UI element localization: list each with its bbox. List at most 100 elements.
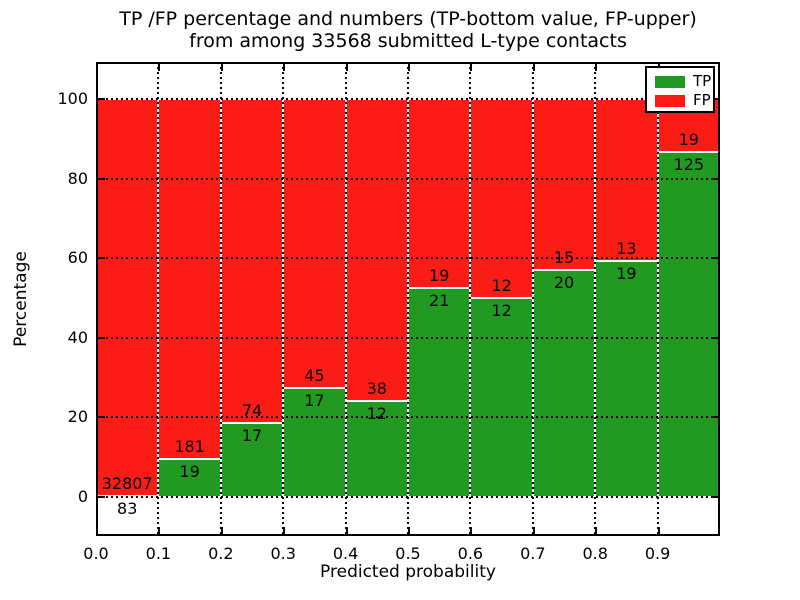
y-tick-mark <box>98 416 105 419</box>
x-tick-label: 0.7 <box>520 544 546 563</box>
x-tick-mark <box>532 527 535 534</box>
x-tick-mark <box>595 527 598 534</box>
y-tick-mark <box>711 496 718 498</box>
fp-bar-segment <box>158 99 221 460</box>
x-tick-mark <box>408 527 410 534</box>
tp-legend-swatch <box>655 75 685 88</box>
chart-title-line1: TP /FP percentage and numbers (TP-bottom… <box>119 8 697 30</box>
x-tick-label: 0.6 <box>457 544 484 563</box>
y-gridline <box>96 496 720 498</box>
legend-entry-fp: FP <box>655 92 713 109</box>
x-gridline <box>157 62 160 536</box>
tp-count-label: 21 <box>429 291 450 311</box>
fp-count-label: 13 <box>616 238 637 258</box>
x-gridline <box>656 62 659 536</box>
tp-bar-segment <box>595 260 658 497</box>
x-tick-mark <box>718 527 720 534</box>
tp-count-label: 17 <box>304 390 325 410</box>
y-tick-label: 100 <box>57 89 88 108</box>
x-gridline <box>219 62 222 536</box>
x-gridline <box>407 62 409 536</box>
fp-count-label: 45 <box>304 365 325 385</box>
y-tick-mark <box>711 177 718 180</box>
y-tick-label: 80 <box>67 168 88 188</box>
fp-legend-swatch <box>655 94 685 107</box>
x-tick-mark <box>532 64 535 71</box>
x-tick-label: 0.3 <box>270 544 296 563</box>
chart-title: TP /FP percentage and numbers (TP-bottom… <box>119 8 697 52</box>
fp-count-label: 74 <box>241 400 263 420</box>
legend-label-tp: TP <box>693 72 712 90</box>
tp-count-label: 12 <box>491 301 512 320</box>
y-tick-mark <box>711 257 718 260</box>
tp-count-label: 125 <box>673 154 705 174</box>
x-tick-mark <box>96 527 98 534</box>
x-tick-label: 0.4 <box>332 544 359 563</box>
legend-entry-tp: TP <box>655 73 713 90</box>
x-tick-label: 0.0 <box>83 544 109 563</box>
bars-canvas: 32807 83 181 19 74 17 45 17 38 12 19 21 12 12 15 20 13 19… <box>57 62 720 563</box>
fp-count-label: 19 <box>429 266 450 286</box>
x-gridline <box>594 62 597 536</box>
x-tick-mark <box>345 527 348 534</box>
y-gridline <box>96 177 720 180</box>
y-tick-mark <box>711 416 718 419</box>
tp-count-label: 19 <box>616 263 637 283</box>
x-axis-label: Predicted probability <box>320 562 496 582</box>
x-gridline <box>469 62 472 536</box>
y-gridline <box>96 257 720 260</box>
x-tick-mark <box>470 527 473 534</box>
x-tick-label: 0.5 <box>395 544 421 563</box>
y-tick-mark <box>98 257 105 260</box>
fp-count-label: 32807 <box>101 473 153 493</box>
x-tick-mark <box>595 64 598 71</box>
tp-count-label: 17 <box>241 425 263 445</box>
x-gridline <box>344 62 347 536</box>
fp-bar-segment <box>220 99 284 423</box>
x-tick-label: 0.2 <box>208 544 234 563</box>
x-tick-label: 0.8 <box>582 544 608 563</box>
legend-label-fp: FP <box>693 91 711 109</box>
y-gridline <box>96 336 720 339</box>
x-tick-label: 0.1 <box>145 544 172 563</box>
x-tick-mark <box>408 64 410 71</box>
x-tick-mark <box>345 64 348 71</box>
x-tick-mark <box>718 64 720 71</box>
fp-bar-segment <box>408 99 471 289</box>
y-tick-mark <box>711 336 718 339</box>
fp-bar-segment <box>532 99 596 270</box>
x-tick-mark <box>158 527 161 534</box>
x-tick-mark <box>470 64 473 71</box>
tp-count-label: 20 <box>553 272 575 292</box>
tp-count-label: 19 <box>179 462 200 482</box>
tp-bar-segment <box>408 288 471 497</box>
x-gridline <box>531 62 534 536</box>
y-tick-mark <box>98 496 105 498</box>
plot-area: 32807 83 181 19 74 17 45 17 38 12 19 21 12 12 15 20 13 19… <box>57 62 720 563</box>
x-tick-mark <box>657 527 660 534</box>
x-tick-mark <box>283 527 286 534</box>
fp-bar-segment <box>283 99 346 388</box>
fp-bar-segment <box>345 99 408 402</box>
y-tick-label: 20 <box>67 407 88 427</box>
fp-count-label: 38 <box>366 379 387 399</box>
y-tick-mark <box>98 98 105 100</box>
y-tick-label: 0 <box>77 487 88 506</box>
x-tick-mark <box>220 527 223 534</box>
y-tick-mark <box>98 336 105 339</box>
fp-count-label: 15 <box>553 247 575 267</box>
x-tick-mark <box>283 64 286 71</box>
fp-bar-segment <box>96 99 159 496</box>
tp-bar-segment <box>470 298 533 497</box>
y-gridline <box>96 416 720 419</box>
y-tick-label: 40 <box>67 327 88 347</box>
fp-count-label: 12 <box>491 276 512 295</box>
tp-count-label: 83 <box>117 498 138 518</box>
tp-count-label: 12 <box>366 404 387 424</box>
fp-count-label: 19 <box>678 129 699 149</box>
fp-bar-segment <box>595 99 658 261</box>
x-tick-mark <box>158 64 161 71</box>
tp-bar-segment <box>657 151 720 497</box>
chart-title-line2: from among 33568 submitted L-type contac… <box>189 30 627 52</box>
